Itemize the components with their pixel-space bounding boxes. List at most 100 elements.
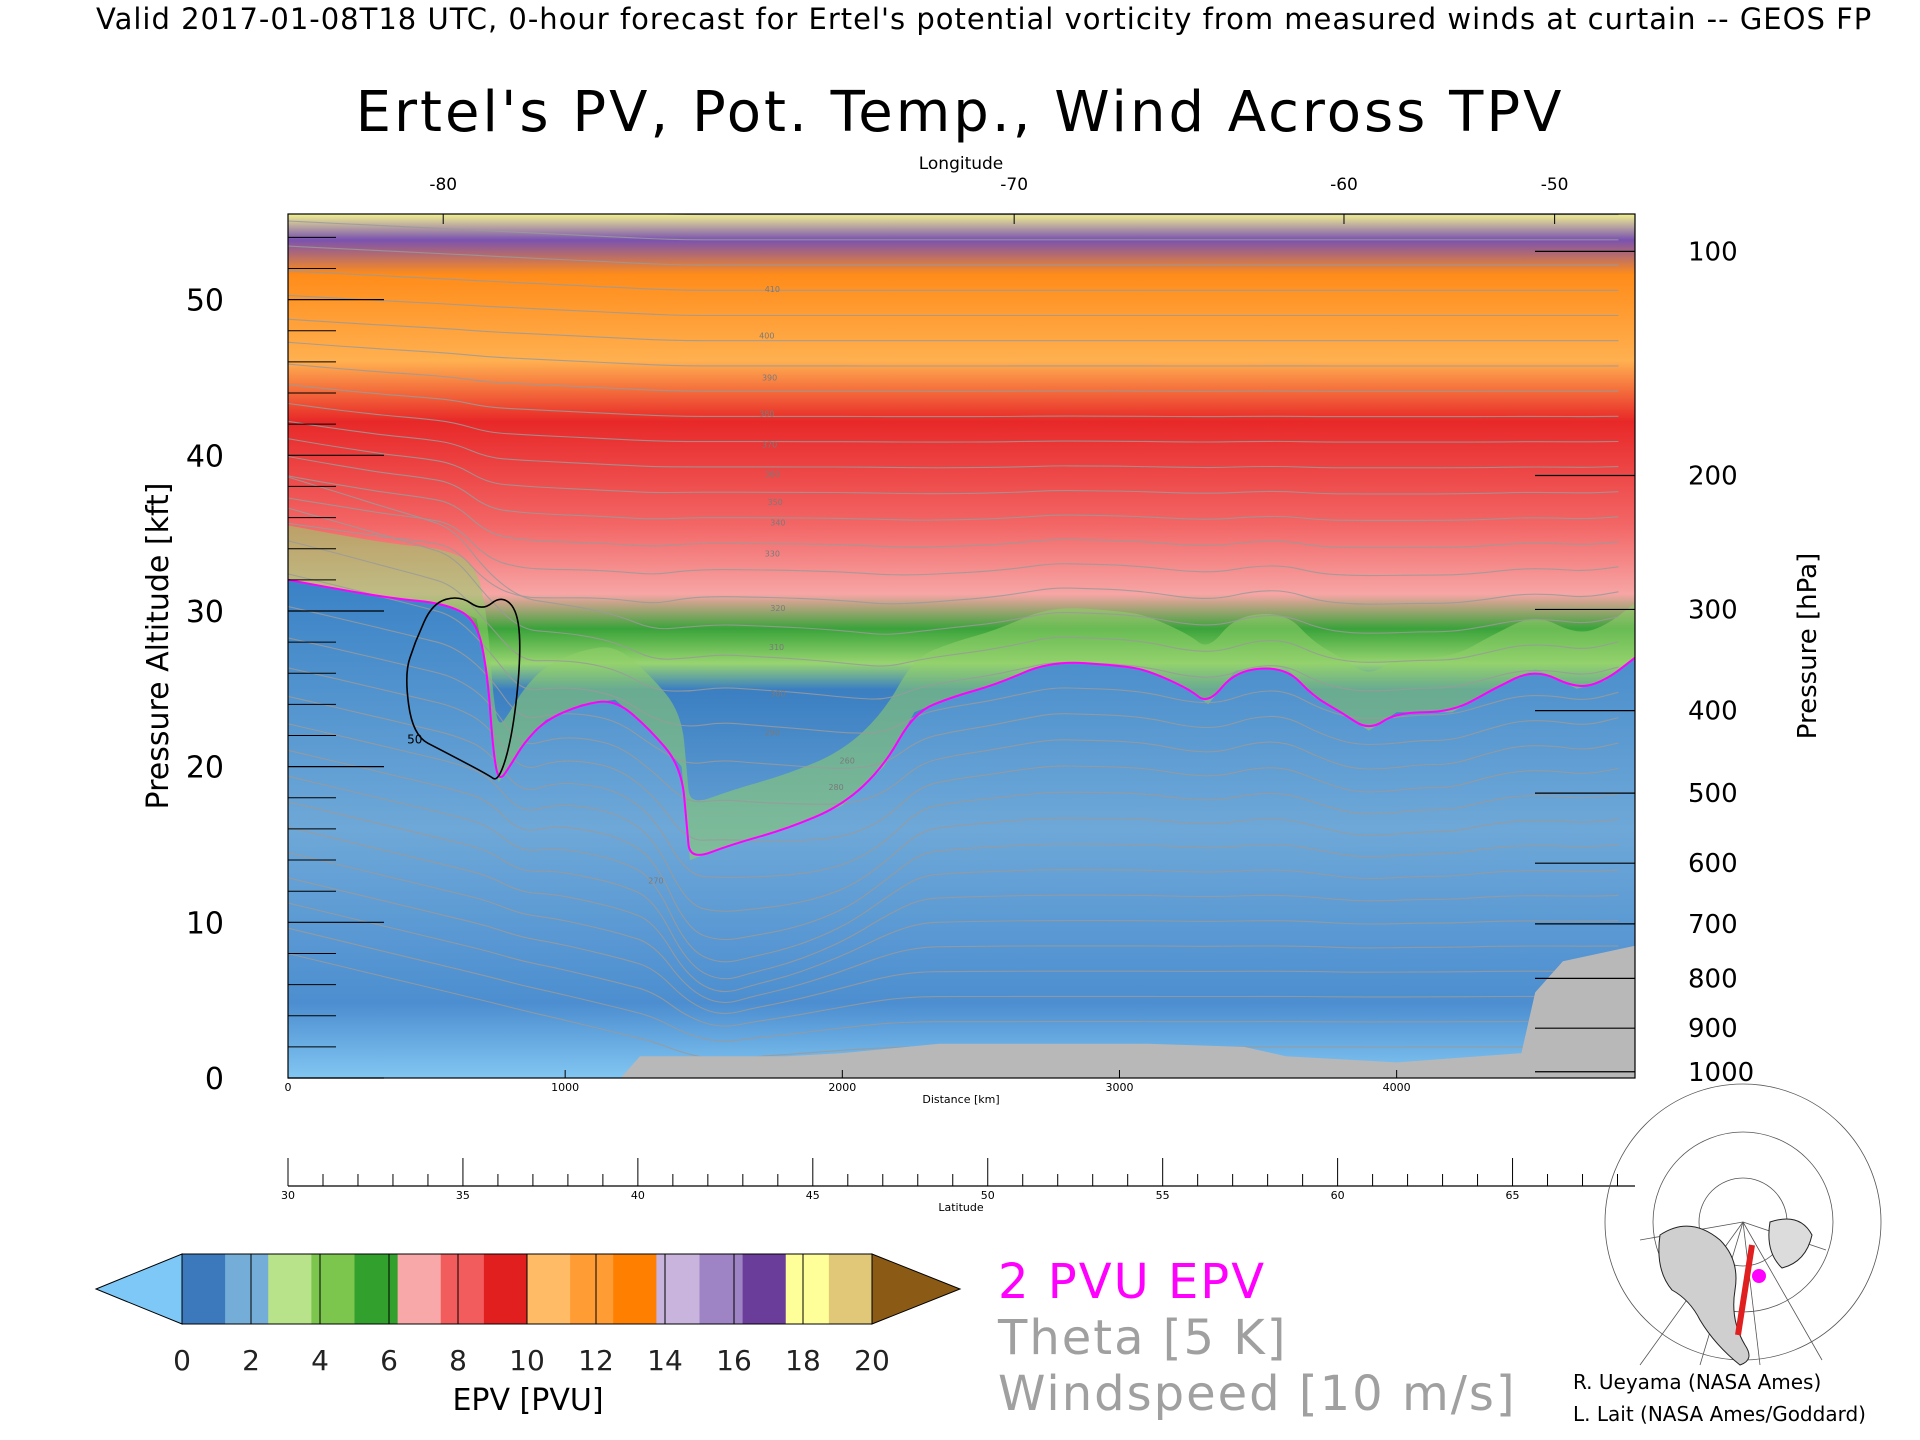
theta-line: [288, 801, 1619, 980]
theta-line: [288, 749, 1619, 941]
pv-transition-band: [288, 525, 1635, 861]
windspeed-contour-label: 50: [407, 732, 422, 746]
y-right-tick-label: 200: [1688, 462, 1738, 492]
colorbar-swatch: [440, 1254, 485, 1324]
theta-label: 350: [767, 498, 782, 507]
colorbar-tick-label: 12: [578, 1344, 614, 1377]
theta-label: 320: [770, 604, 785, 613]
terrain-mask: [288, 945, 1635, 1078]
colorbar-tick-label: 6: [380, 1344, 398, 1377]
y-left-tick-label: 20: [186, 751, 224, 786]
theta-label: 400: [759, 332, 774, 341]
theta-line: [288, 294, 1619, 317]
theta-line: [288, 476, 1619, 635]
latitude-tick-label: 45: [806, 1189, 820, 1202]
x-bottom-tick-label: 2000: [828, 1081, 856, 1094]
y-left-tick-label: 0: [205, 1062, 224, 1097]
theta-label: 370: [762, 441, 777, 450]
theta-line: [288, 220, 1619, 241]
y-right-tick-label: 800: [1688, 964, 1738, 994]
pv-2pvu-contour: [288, 578, 1635, 856]
theta-line: [288, 455, 1619, 521]
colorbar-tick-label: 10: [509, 1344, 545, 1377]
theta-line: [288, 270, 1619, 291]
theta-line: [288, 605, 1619, 770]
x-axis-label: Distance [km]: [922, 1093, 999, 1106]
theta-line: [288, 420, 1619, 469]
colorbar-swatch: [570, 1254, 614, 1324]
x-bottom-tick-label: 4000: [1383, 1081, 1411, 1094]
theta-label: 280: [828, 783, 843, 792]
y-right-tick-label: 400: [1688, 697, 1738, 727]
coastline-shape: [1658, 1225, 1750, 1366]
theta-line: [288, 851, 1619, 1004]
y-right-tick-label: 1000: [1688, 1058, 1754, 1088]
y-left-label: Pressure Altitude [kft]: [141, 483, 176, 810]
y-right-label: Pressure [hPa]: [1793, 553, 1823, 740]
windspeed-contour: [406, 597, 521, 780]
theta-label: 410: [765, 285, 780, 294]
theta-label: 290: [765, 729, 780, 738]
latitude-tick-label: 65: [1506, 1189, 1520, 1202]
y-left-ticks: 0 10 20 30 40 50: [186, 236, 384, 1097]
colorbar-tick-label: 2: [242, 1344, 260, 1377]
colorbar-swatch: [483, 1254, 528, 1324]
theta-line: [288, 497, 1619, 577]
y-right-tick-label: 700: [1688, 910, 1738, 940]
theta-line: [288, 723, 1619, 912]
troposphere-low-pv-region: [288, 579, 1635, 1078]
theta-line: [288, 573, 1619, 734]
x-bottom-tick-label: 3000: [1105, 1081, 1133, 1094]
flight-track: [1735, 1244, 1755, 1336]
theta-line: [288, 507, 1619, 667]
theta-line: [288, 877, 1619, 1015]
theta-line: [288, 363, 1619, 392]
x-top-tick-label: -60: [1330, 175, 1358, 195]
theta-label: 340: [770, 518, 785, 527]
colorbar-swatch: [182, 1254, 226, 1324]
theta-line: [288, 927, 1619, 1042]
colorbar-tick-label: 0: [173, 1344, 191, 1377]
greenland-shape: [1768, 1218, 1813, 1269]
theta-line: [288, 522, 1619, 605]
top-axis-label: Longitude: [919, 154, 1004, 174]
credit-line-2: L. Lait (NASA Ames/Goddard): [1573, 1402, 1866, 1426]
colorbar-tick-label: 4: [311, 1344, 329, 1377]
theta-label: 270: [648, 876, 663, 885]
colorbar-swatch: [742, 1254, 787, 1324]
y-left-tick-label: 30: [186, 595, 224, 630]
y-right-tick-label: 100: [1688, 237, 1738, 267]
y-right-tick-label: 900: [1688, 1014, 1738, 1044]
theta-line: [288, 341, 1619, 367]
colorbar-tick-label: 14: [647, 1344, 683, 1377]
chart-title: Ertel's PV, Pot. Temp., Wind Across TPV: [355, 80, 1565, 145]
latitude-tick-label: 40: [631, 1189, 645, 1202]
colorbar-swatch: [785, 1254, 830, 1324]
theta-line: [288, 667, 1619, 842]
valid-time-header: Valid 2017-01-08T18 UTC, 0-hour forecast…: [96, 2, 1873, 36]
colorbar-swatch: [699, 1254, 744, 1324]
theta-label: 360: [765, 470, 780, 479]
credit-line-1: R. Ueyama (NASA Ames): [1573, 1370, 1822, 1394]
theta-label: 330: [765, 549, 780, 558]
colorbar-swatch: [828, 1254, 873, 1324]
y-left-tick-label: 10: [186, 906, 224, 941]
colorbar-tick-label: 8: [449, 1344, 467, 1377]
colorbar-tick-label: 18: [785, 1344, 821, 1377]
colorbar-swatch: [354, 1254, 399, 1324]
colorbar-over-arrow: [871, 1253, 962, 1325]
y-right-tick-label: 500: [1688, 779, 1738, 809]
x-bottom-ticks: 0 1000 2000 3000 4000: [285, 1070, 1411, 1094]
theta-line: [288, 383, 1619, 418]
colorbar-under-arrow: [94, 1253, 183, 1325]
theta-line: [288, 438, 1619, 495]
y-right-ticks: 100 200 300 400 500 600 700 800 900 1000: [1535, 237, 1754, 1088]
theta-line: [288, 637, 1619, 805]
theta-line: [288, 245, 1619, 266]
y-right-tick-label: 600: [1688, 849, 1738, 879]
latitude-tick-label: 30: [281, 1189, 295, 1202]
latitude-tick-label: 50: [981, 1189, 995, 1202]
theta-label: 300: [770, 690, 785, 699]
credits: R. Ueyama (NASA Ames) L. Lait (NASA Ames…: [1573, 1366, 1866, 1430]
latitude-axis: 30 35 40 45 50 55 60 65: [281, 1158, 1635, 1202]
